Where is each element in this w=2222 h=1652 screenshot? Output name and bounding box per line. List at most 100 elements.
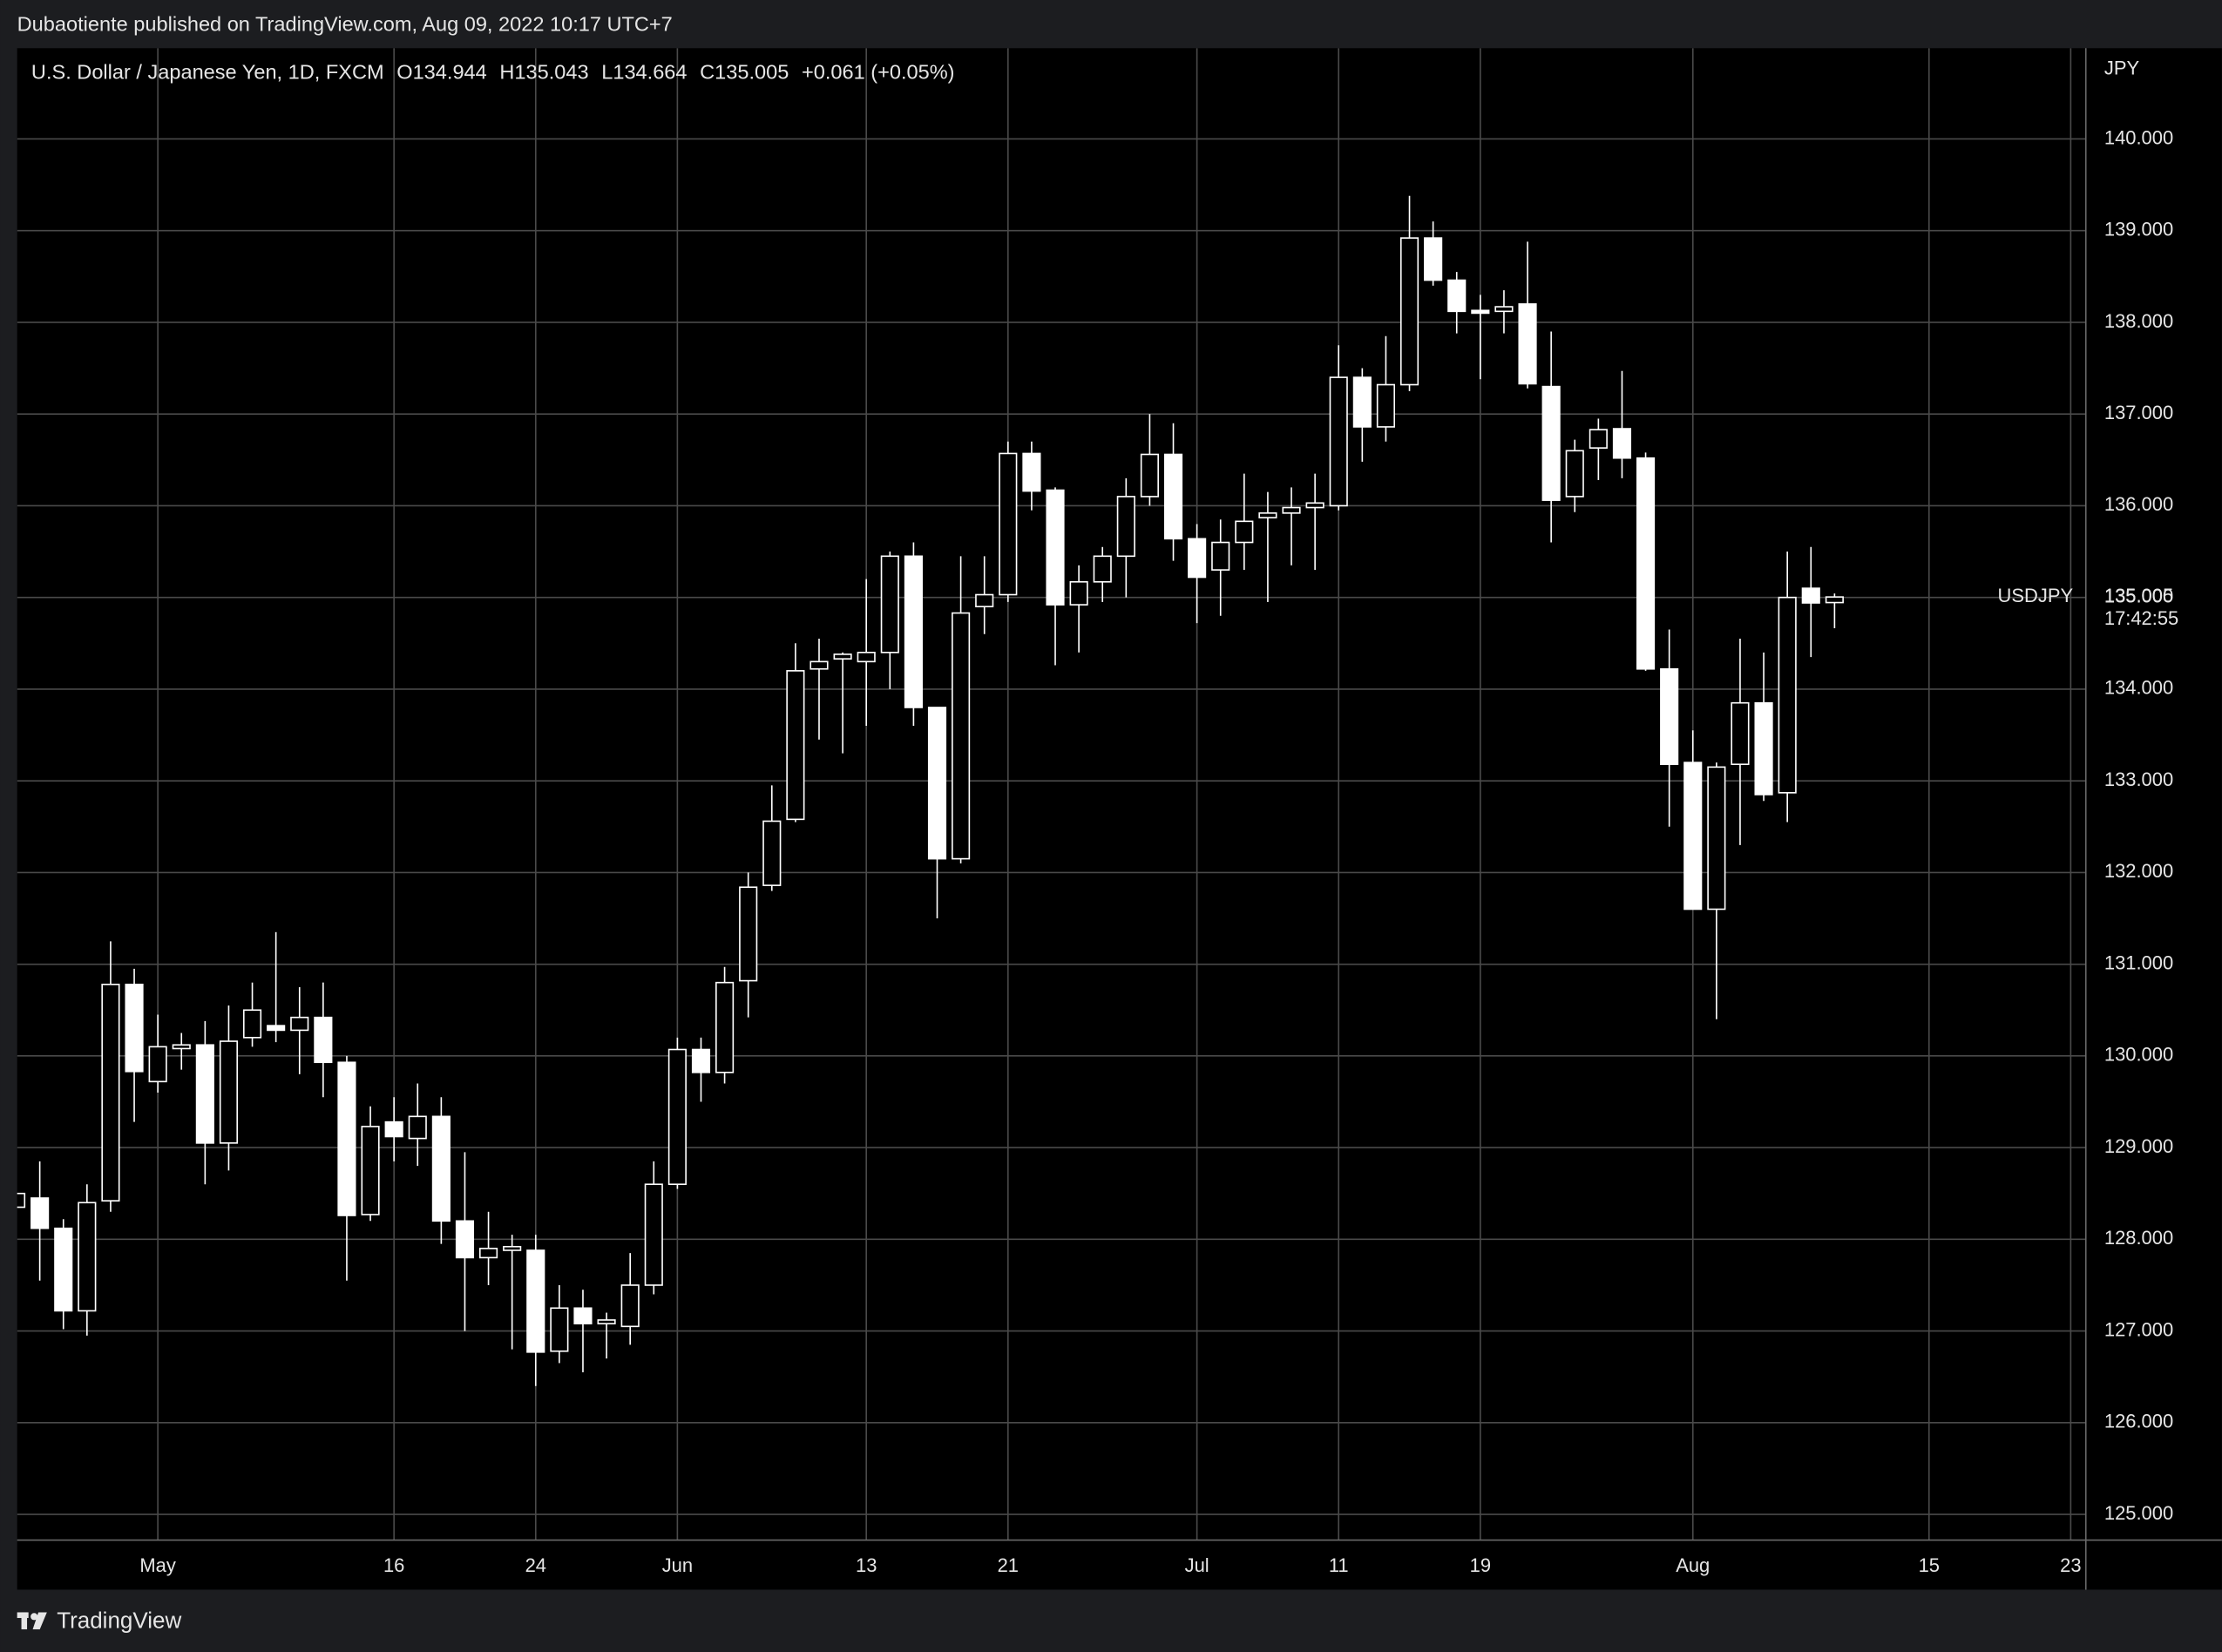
- legend-value: L134.664: [601, 61, 687, 84]
- y-tick-label: 127.000: [2104, 1318, 2173, 1340]
- x-tick-label: 24: [525, 1554, 546, 1576]
- candle-body: [30, 1197, 50, 1229]
- candle-body: [172, 1044, 191, 1050]
- candle-body: [1683, 762, 1703, 911]
- candle-body: [927, 707, 947, 860]
- candle-body: [550, 1307, 569, 1352]
- candle-body: [455, 1220, 475, 1259]
- legend-value: +0.061 (+0.05%): [802, 61, 955, 84]
- candle-body: [739, 886, 758, 982]
- candle-body: [952, 612, 971, 860]
- candle-body: [1731, 701, 1750, 766]
- candle-body: [1518, 303, 1537, 385]
- candle-body: [478, 1248, 498, 1259]
- x-tick-label: Jun: [662, 1554, 693, 1576]
- candle-body: [361, 1126, 380, 1215]
- candle-body: [833, 653, 852, 660]
- y-tick-label: 128.000: [2104, 1227, 2173, 1249]
- candle-body: [219, 1040, 239, 1144]
- candle-body: [880, 555, 899, 653]
- y-tick-label: 133.000: [2104, 768, 2173, 790]
- candle-body: [1282, 506, 1301, 514]
- y-tick-label: 140.000: [2104, 126, 2173, 148]
- brand: TradingView: [57, 1608, 181, 1634]
- y-tick-label: 136.000: [2104, 493, 2173, 515]
- candle-body: [620, 1284, 640, 1328]
- candle-body: [1093, 555, 1112, 583]
- candle-body: [431, 1115, 450, 1222]
- candle-body: [1494, 306, 1514, 313]
- candle-body: [1305, 502, 1324, 509]
- x-tick-label: 23: [2060, 1554, 2081, 1576]
- logo-shape: [32, 1612, 47, 1629]
- candle-body: [786, 670, 805, 821]
- candle-body: [526, 1249, 545, 1353]
- symbol-label: USDJPY: [1998, 585, 2074, 606]
- candle-body: [1589, 429, 1608, 449]
- chart-area: [17, 48, 2222, 1590]
- candle-body: [1329, 376, 1348, 507]
- candle-body: [1707, 766, 1726, 911]
- y-tick-label: 125.000: [2104, 1502, 2173, 1524]
- y-tick-label: 138.000: [2104, 310, 2173, 332]
- candle-body: [101, 983, 120, 1202]
- x-tick-label: 15: [1919, 1554, 1940, 1576]
- candle-body: [1778, 596, 1797, 794]
- candle-body: [691, 1048, 711, 1073]
- candle-body: [242, 1009, 262, 1039]
- y-tick-label: 132.000: [2104, 860, 2173, 882]
- x-tick-label: 16: [383, 1554, 404, 1576]
- candle-body: [1258, 512, 1277, 518]
- candle-body: [78, 1202, 97, 1312]
- candle-body: [1801, 587, 1820, 604]
- candle-body: [1376, 383, 1396, 428]
- candle-body: [1235, 520, 1254, 544]
- candle-body: [314, 1016, 333, 1064]
- candle-body: [999, 452, 1018, 596]
- candle-body: [408, 1115, 427, 1140]
- y-tick-label: 131.000: [2104, 951, 2173, 973]
- x-tick-label: 13: [856, 1554, 877, 1576]
- candle-body: [1754, 701, 1773, 796]
- candle-body: [1352, 376, 1372, 428]
- x-tick-label: May: [139, 1554, 175, 1576]
- x-tick-label: Jul: [1185, 1554, 1209, 1576]
- candle-body: [904, 555, 923, 708]
- candles: [17, 195, 1844, 1386]
- candle-body: [1471, 309, 1490, 315]
- candle-body: [17, 1192, 26, 1209]
- candle-body: [715, 981, 735, 1073]
- countdown: 17:42:55: [2104, 607, 2178, 629]
- candle-body: [1211, 541, 1230, 571]
- candle-body: [125, 983, 144, 1073]
- candle-body: [1069, 580, 1088, 606]
- candle-body: [1612, 428, 1632, 459]
- candle-body: [667, 1048, 687, 1186]
- candle-body: [1660, 667, 1679, 766]
- candle-body: [975, 593, 994, 608]
- candle-body: [1636, 457, 1656, 670]
- candle-body: [1399, 237, 1419, 386]
- currency-label: JPY: [2104, 57, 2140, 78]
- candle-body: [857, 652, 876, 663]
- candle-body: [762, 820, 782, 886]
- candle-body: [1022, 452, 1041, 492]
- candle-body: [1116, 496, 1135, 558]
- candle-body: [644, 1183, 663, 1286]
- last-price-label: 135.005: [2104, 585, 2173, 606]
- x-tick-label: 21: [998, 1554, 1019, 1576]
- y-tick-label: 130.000: [2104, 1044, 2173, 1066]
- x-tick-label: Aug: [1676, 1554, 1710, 1576]
- candle-body: [1046, 489, 1065, 606]
- logo-shape: [21, 1612, 28, 1629]
- x-tick-label: 19: [1470, 1554, 1491, 1576]
- candle-body: [1447, 279, 1467, 313]
- legend: U.S. Dollar / Japanese Yen, 1D, FXCM O134…: [31, 61, 955, 84]
- y-tick-label: 137.000: [2104, 402, 2173, 423]
- legend-value: C135.005: [700, 61, 789, 84]
- candle-body: [195, 1044, 214, 1144]
- candle-body: [1565, 450, 1584, 498]
- published-note: Dubaotiente published on TradingView.com…: [17, 12, 673, 35]
